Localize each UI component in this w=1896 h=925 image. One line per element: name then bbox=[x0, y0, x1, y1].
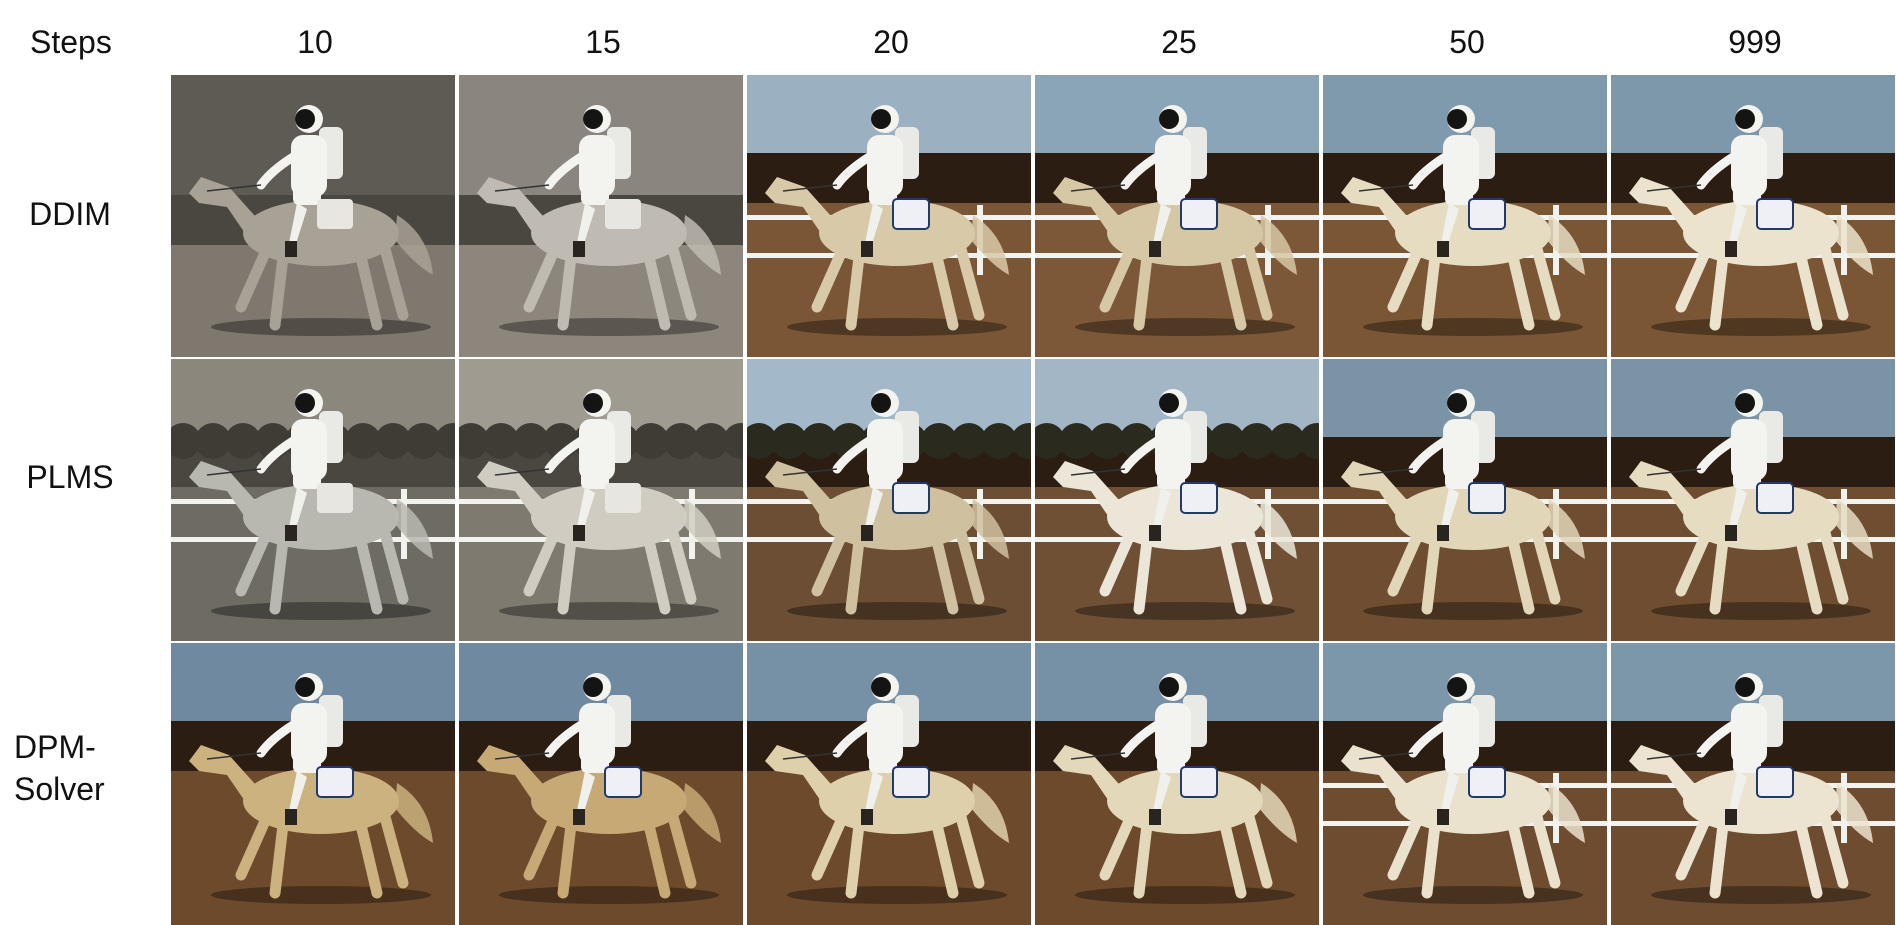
column-label-10: 10 bbox=[297, 24, 333, 60]
image-tile-plms-50 bbox=[1323, 359, 1607, 641]
row-label-plms: PLMS bbox=[26, 459, 114, 495]
astronaut-horse-image bbox=[171, 359, 455, 641]
column-header-row: Steps 10 15 20 25 50 999 bbox=[0, 18, 1896, 68]
astronaut-horse-image bbox=[1611, 359, 1895, 641]
image-tile-plms-999 bbox=[1611, 359, 1895, 641]
image-tile-plms-10 bbox=[171, 359, 455, 641]
image-tile-dpm-solver-50 bbox=[1323, 643, 1607, 925]
astronaut-horse-image bbox=[1323, 643, 1607, 925]
image-tile-ddim-20 bbox=[747, 75, 1031, 357]
astronaut-horse-image bbox=[1035, 75, 1319, 357]
image-tile-dpm-solver-15 bbox=[459, 643, 743, 925]
column-label-50: 50 bbox=[1449, 24, 1485, 60]
image-tile-ddim-25 bbox=[1035, 75, 1319, 357]
astronaut-horse-image bbox=[1323, 359, 1607, 641]
astronaut-horse-image bbox=[747, 643, 1031, 925]
astronaut-horse-image bbox=[459, 75, 743, 357]
column-label-20: 20 bbox=[873, 24, 909, 60]
row-label-dpm-solver: DPM- Solver bbox=[14, 729, 105, 807]
image-tile-ddim-15 bbox=[459, 75, 743, 357]
astronaut-horse-image bbox=[459, 643, 743, 925]
row-label-ddim: DDIM bbox=[29, 196, 111, 232]
astronaut-horse-image bbox=[171, 75, 455, 357]
image-tile-dpm-solver-10 bbox=[171, 643, 455, 925]
astronaut-horse-image bbox=[171, 643, 455, 925]
column-label-999: 999 bbox=[1728, 24, 1782, 60]
image-tile-ddim-10 bbox=[171, 75, 455, 357]
column-label-15: 15 bbox=[585, 24, 621, 60]
astronaut-horse-image bbox=[1611, 75, 1895, 357]
image-tile-dpm-solver-999 bbox=[1611, 643, 1895, 925]
image-tile-plms-20 bbox=[747, 359, 1031, 641]
astronaut-horse-image bbox=[747, 359, 1031, 641]
astronaut-horse-image bbox=[1035, 643, 1319, 925]
image-tile-dpm-solver-25 bbox=[1035, 643, 1319, 925]
astronaut-horse-image bbox=[747, 75, 1031, 357]
astronaut-horse-image bbox=[1035, 359, 1319, 641]
image-tile-ddim-50 bbox=[1323, 75, 1607, 357]
astronaut-horse-image bbox=[459, 359, 743, 641]
image-tile-dpm-solver-20 bbox=[747, 643, 1031, 925]
image-tile-plms-25 bbox=[1035, 359, 1319, 641]
astronaut-horse-image bbox=[1323, 75, 1607, 357]
image-tile-plms-15 bbox=[459, 359, 743, 641]
column-label-25: 25 bbox=[1161, 24, 1197, 60]
astronaut-horse-image bbox=[1611, 643, 1895, 925]
steps-header-label: Steps bbox=[30, 24, 112, 60]
image-tile-ddim-999 bbox=[1611, 75, 1895, 357]
